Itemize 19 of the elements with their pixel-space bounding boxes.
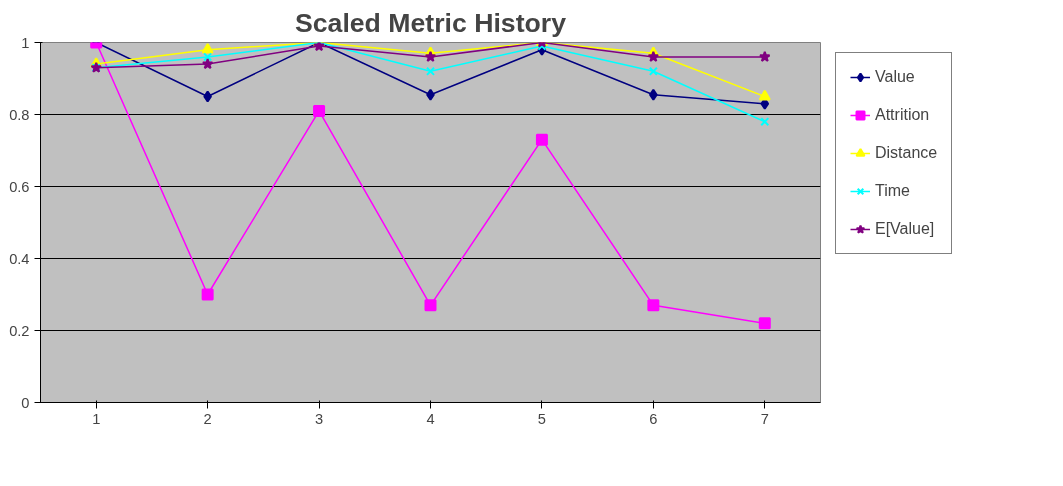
- y-tick-label: 0: [21, 394, 30, 411]
- y-tick-label: 0.6: [9, 178, 30, 195]
- x-tick-label: 7: [760, 410, 769, 427]
- x-tick-label: 1: [92, 410, 101, 427]
- y-tick-label: 0.2: [9, 322, 30, 339]
- x-tick-label: 4: [426, 410, 435, 427]
- y-tick-label: 0.4: [9, 250, 30, 267]
- x-tick-label: 2: [203, 410, 212, 427]
- legend-label: Distance: [875, 144, 938, 162]
- legend-label: Time: [875, 182, 910, 200]
- chart-title: Scaled Metric History: [294, 7, 567, 38]
- x-tick-label: 5: [537, 410, 547, 427]
- x-tick-label: 6: [649, 410, 658, 427]
- x-tick-label: 3: [315, 410, 324, 427]
- legend-label: Value: [875, 68, 915, 86]
- legend-label: Attrition: [875, 106, 930, 124]
- y-tick-label: 1: [21, 34, 30, 51]
- legend-label: E[Value]: [875, 220, 935, 238]
- y-tick-label: 0.8: [9, 106, 30, 123]
